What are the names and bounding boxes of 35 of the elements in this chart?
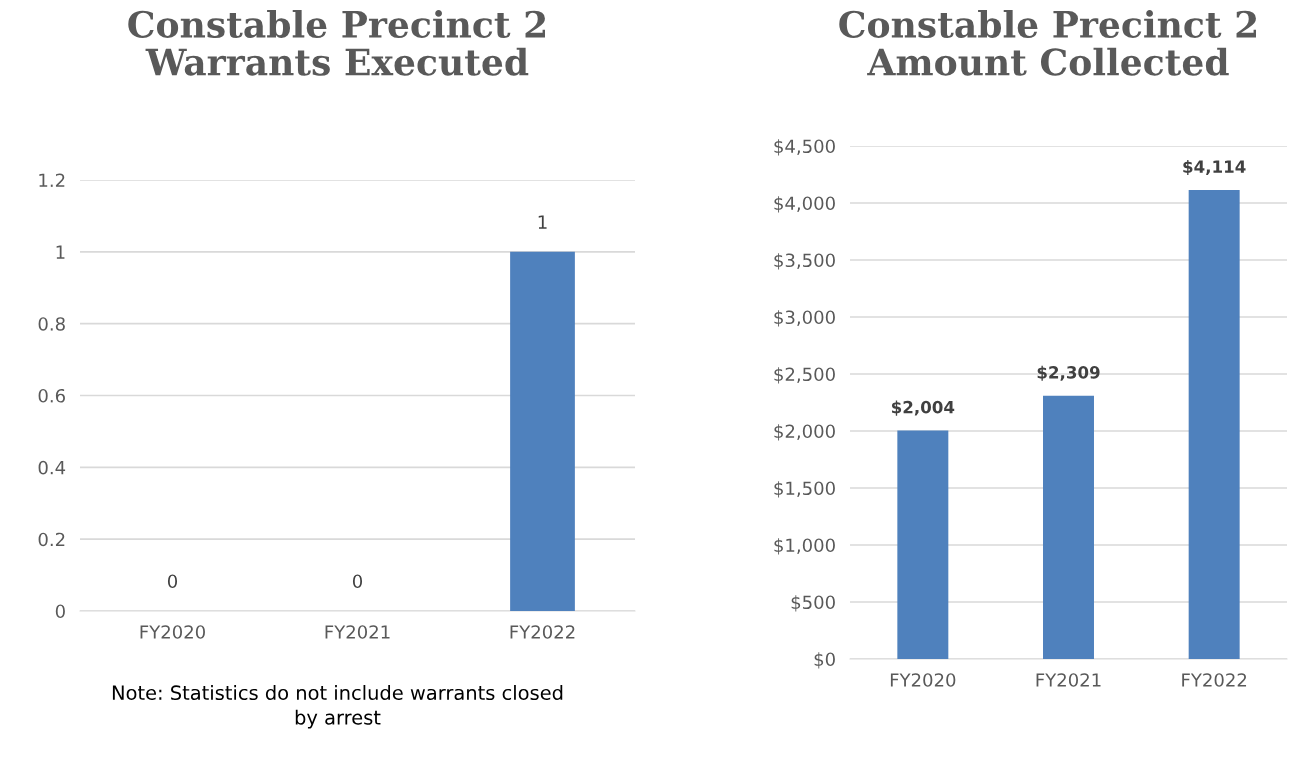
bar bbox=[1043, 395, 1094, 659]
chart-title: Constable Precinct 2 Amount Collected bbox=[839, 10, 1256, 76]
data-label: 0 bbox=[167, 574, 178, 589]
y-tick-label: $1,500 bbox=[774, 481, 835, 498]
y-tick-label: $0 bbox=[814, 652, 835, 669]
y-tick-label: 1 bbox=[56, 245, 65, 259]
x-tick-label: FY2022 bbox=[1182, 673, 1247, 687]
y-tick-label: 0.8 bbox=[38, 317, 65, 331]
x-tick-label: FY2021 bbox=[1036, 673, 1101, 687]
bar bbox=[1188, 190, 1240, 659]
bar bbox=[897, 430, 949, 659]
chart-title: Constable Precinct 2 Warrants Executed bbox=[128, 10, 545, 76]
y-tick-label: $2,000 bbox=[774, 424, 835, 441]
x-tick-label: FY2021 bbox=[325, 625, 390, 639]
y-tick-label: $2,500 bbox=[774, 367, 835, 384]
y-tick-label: $500 bbox=[791, 595, 835, 612]
y-tick-label: $3,000 bbox=[774, 310, 835, 327]
data-label: 0 bbox=[352, 574, 363, 589]
y-tick-label: 0.2 bbox=[38, 532, 65, 547]
data-label: $2,004 bbox=[891, 400, 955, 416]
y-tick-label: 0.6 bbox=[38, 388, 65, 403]
data-label: 1 bbox=[538, 215, 547, 229]
x-tick-label: FY2020 bbox=[140, 625, 205, 639]
y-tick-label: $4,000 bbox=[774, 196, 835, 213]
data-label: $2,309 bbox=[1037, 365, 1100, 381]
y-tick-label: 1.2 bbox=[39, 173, 65, 187]
y-tick-label: 0 bbox=[55, 604, 65, 619]
text: Note: Statistics do not include warrants closed by arrest bbox=[112, 685, 563, 729]
y-tick-label: $4,500 bbox=[774, 139, 835, 156]
data-label: $4,114 bbox=[1183, 159, 1246, 176]
x-tick-label: FY2022 bbox=[510, 625, 575, 639]
y-tick-label: 0.4 bbox=[38, 460, 66, 475]
y-tick-label: $1,000 bbox=[774, 538, 835, 555]
x-tick-label: FY2020 bbox=[890, 673, 956, 687]
y-tick-label: $3,500 bbox=[774, 253, 835, 270]
